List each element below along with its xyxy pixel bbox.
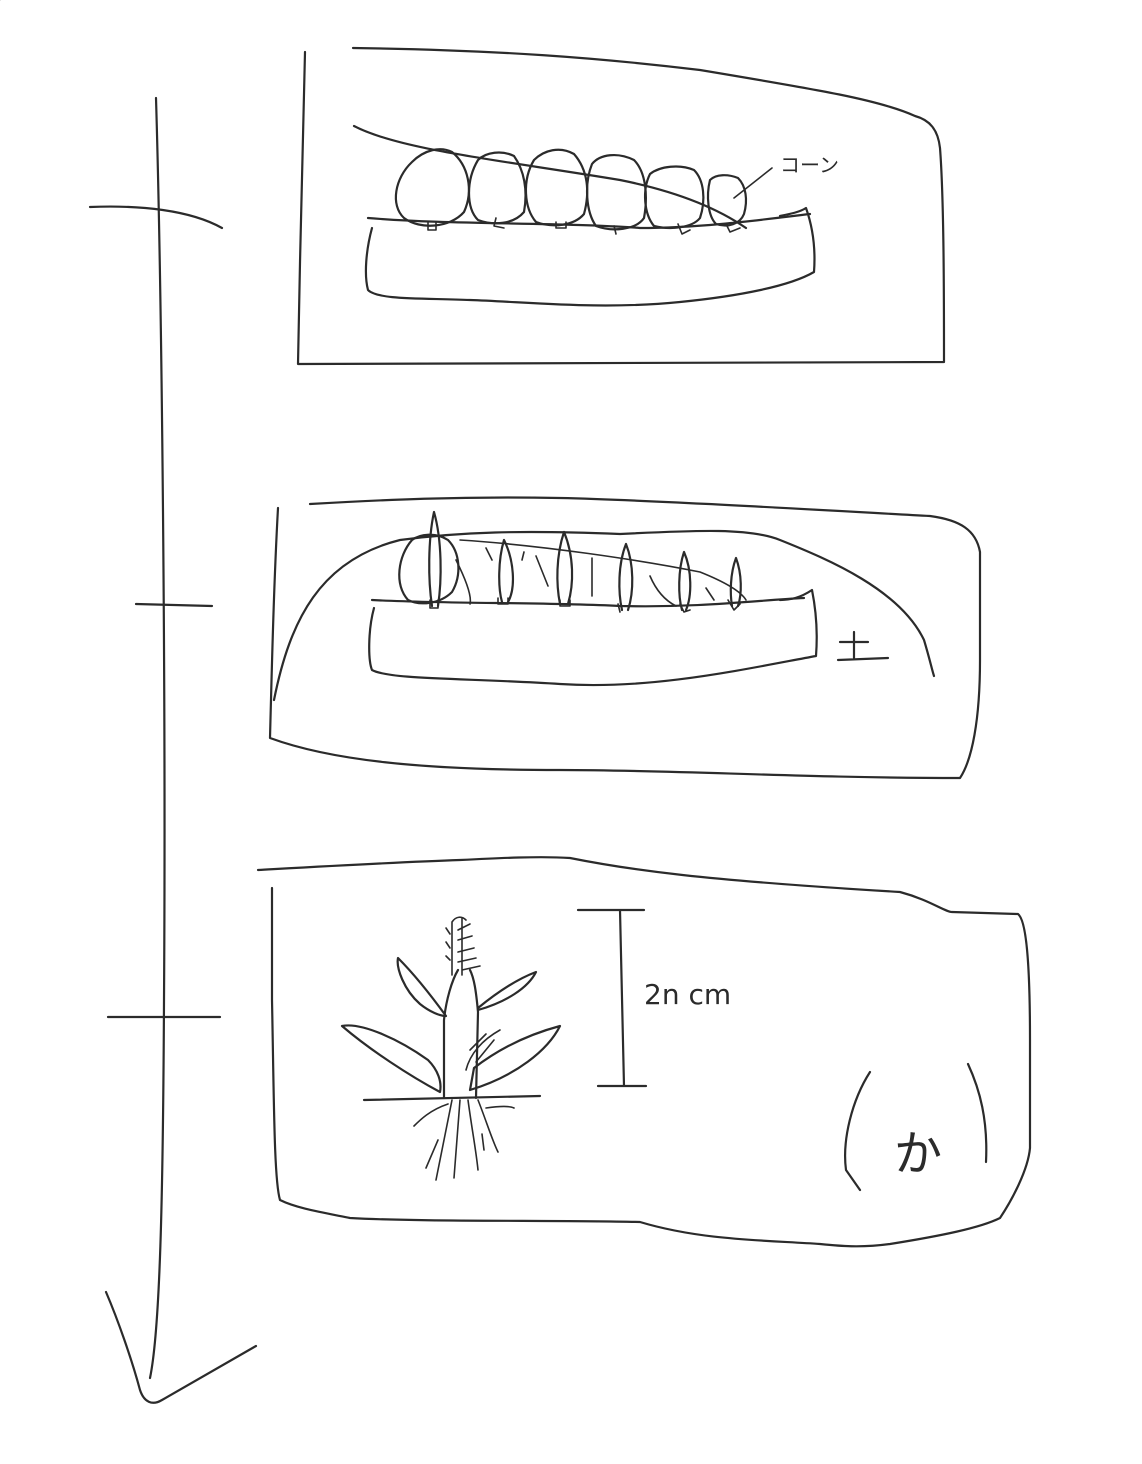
plant-leaf-3 [340,1024,442,1094]
seed-3 [524,148,589,227]
seed-1 [394,148,470,227]
plant-leaf-1 [396,956,448,1018]
soil-block-1 [364,206,816,307]
soil-label: 土 [0,0,1,1]
panel-seeds: コーン [296,46,946,366]
corner-mark: か [894,1126,942,1182]
panel-2-frame [268,496,982,780]
timeline-arrow [104,96,258,1404]
sprout-3 [556,530,574,606]
height-label: 2n cm [644,978,731,1011]
height-bracket [576,908,648,1088]
sprout-5 [678,550,692,612]
panel-sprouts: 土 [0,0,982,780]
panel-3-frame [256,856,1032,1248]
plant-stem [442,968,480,1100]
seed-2 [468,151,527,225]
sprout-6 [729,556,742,608]
seed-5 [644,165,705,229]
seed-label: コーン [780,153,839,177]
timeline-tick-1 [88,205,224,230]
sprout-1 [428,510,442,608]
seed-4 [585,154,647,231]
plant-roots [413,1099,515,1181]
seed-6 [706,174,748,227]
panel-plant: 2n cm か [256,856,1032,1248]
sprout-4 [618,542,634,612]
plant-leaf-4 [468,1024,562,1092]
soil-block-2 [368,588,818,687]
timeline-tick-2 [134,602,214,608]
sprout-2 [498,538,515,604]
plant-tassel [445,916,481,976]
plant-leaf-2 [476,970,538,1012]
panel-1-frame [296,46,946,366]
